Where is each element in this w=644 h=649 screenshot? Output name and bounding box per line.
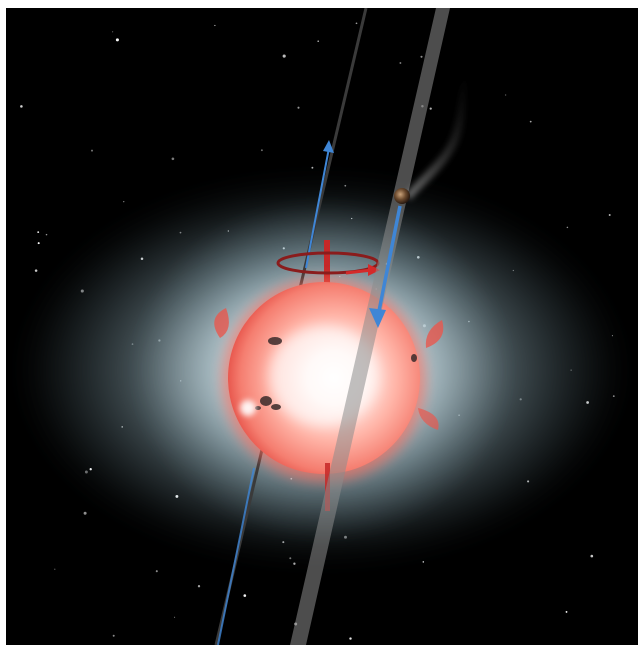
background-star <box>422 561 425 563</box>
background-star <box>608 214 611 216</box>
planet <box>394 188 410 204</box>
background-star <box>174 616 176 618</box>
planet-motion-line <box>376 205 402 317</box>
background-star <box>34 269 38 272</box>
background-star <box>83 511 87 515</box>
background-star <box>214 24 216 27</box>
background-star <box>112 31 114 33</box>
star-spin-axis-icon <box>324 240 330 298</box>
background-star <box>197 585 201 588</box>
background-star <box>355 22 358 25</box>
planet-tail <box>406 78 468 200</box>
illustration-canvas <box>20 8 622 645</box>
orbit-motion-line-lower <box>217 467 255 645</box>
background-star <box>504 94 507 96</box>
planet-motion-arrow-icon <box>369 308 386 328</box>
background-star <box>590 554 594 558</box>
orbit-direction-arrow-icon <box>323 140 334 153</box>
background-star <box>171 157 175 161</box>
background-star <box>349 637 352 640</box>
background-star <box>420 55 423 58</box>
background-star <box>317 40 320 43</box>
rotation-arrow-icon <box>345 268 373 275</box>
background-star <box>37 231 40 233</box>
background-star <box>20 105 23 108</box>
background-star <box>91 149 93 152</box>
background-star <box>566 226 569 229</box>
prominence <box>214 308 229 338</box>
background-star <box>293 562 296 565</box>
prominence <box>418 408 439 430</box>
background-star <box>297 106 300 109</box>
orbit-band <box>290 8 450 645</box>
background-star <box>429 107 432 110</box>
background-star <box>112 634 115 637</box>
background-star <box>529 120 532 123</box>
exoplanet-illustration <box>6 8 638 645</box>
background-star <box>282 54 286 58</box>
background-star <box>45 233 48 236</box>
prominence <box>425 320 444 348</box>
background-star <box>54 568 56 570</box>
background-star <box>115 38 119 42</box>
flare <box>240 400 256 416</box>
background-star <box>37 242 40 245</box>
background-star <box>123 201 125 203</box>
background-star <box>565 610 568 613</box>
orbit-motion-line <box>305 147 330 269</box>
sunspots <box>255 337 417 410</box>
background-star <box>155 570 158 573</box>
background-star <box>399 62 402 64</box>
rotation-arrow-head-icon <box>368 264 380 276</box>
background-star <box>311 166 314 169</box>
background-star <box>243 594 247 597</box>
background-star <box>260 149 263 152</box>
